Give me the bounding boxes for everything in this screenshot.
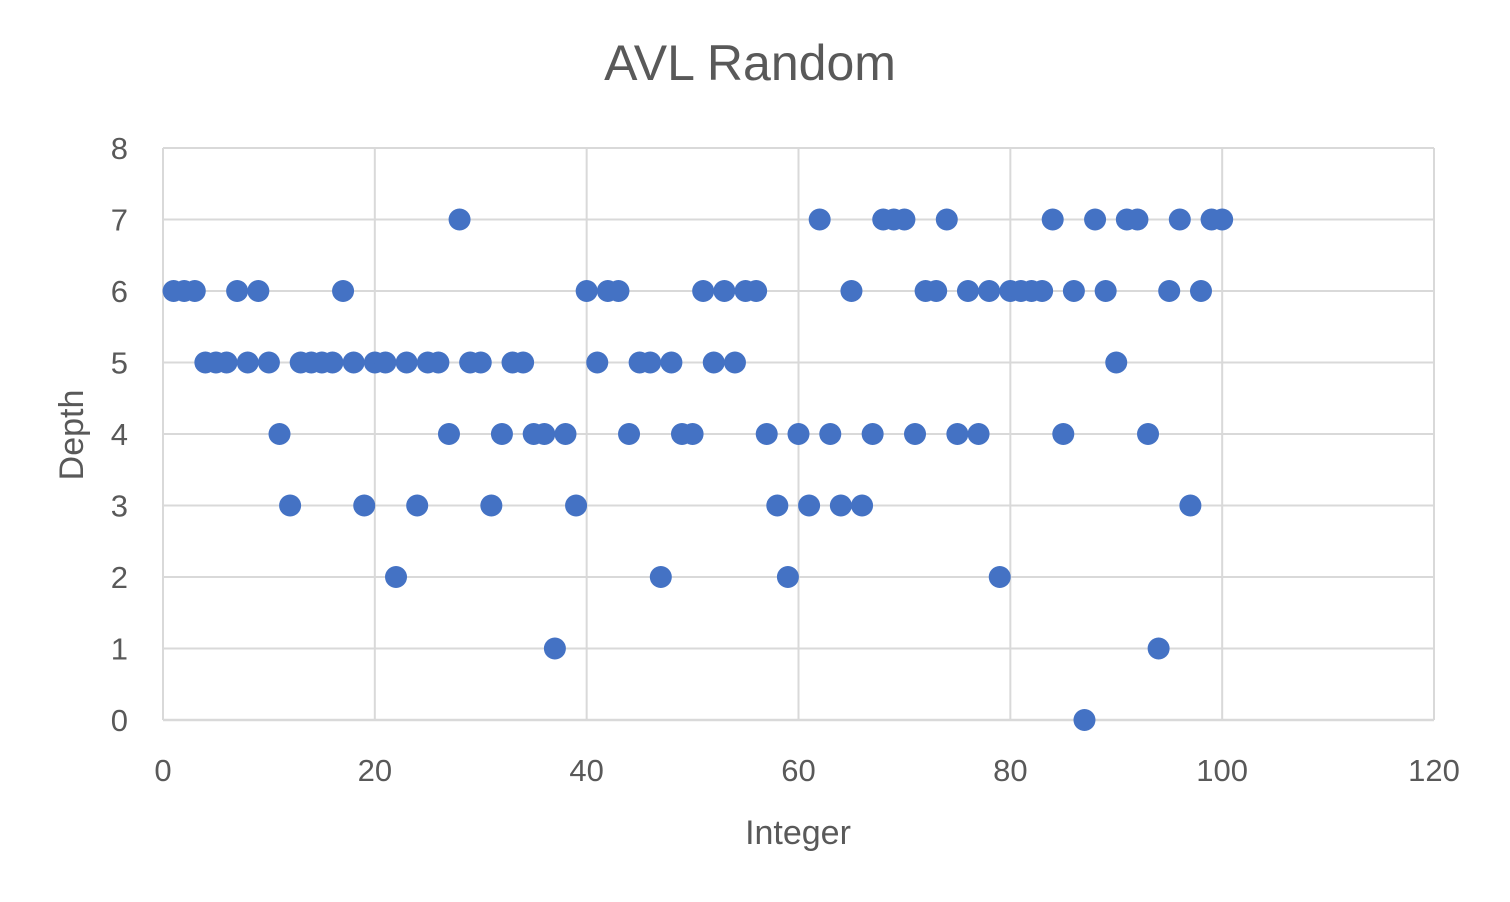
data-point (342, 351, 365, 374)
data-point (247, 280, 270, 302)
x-tick-label: 40 (569, 753, 603, 788)
data-point (1126, 208, 1149, 231)
data-point (713, 280, 736, 302)
data-point (321, 351, 344, 374)
data-point (586, 351, 609, 374)
y-tick-label: 8 (111, 131, 128, 166)
data-point (533, 423, 556, 445)
data-point (543, 637, 566, 660)
x-axis-ticks: 0 20 40 60 80 100 120 (154, 753, 1459, 788)
data-point (798, 494, 821, 517)
data-point (1084, 208, 1107, 231)
data-point (512, 351, 535, 374)
data-point (745, 280, 768, 302)
data-point (353, 494, 376, 517)
x-tick-label: 120 (1408, 753, 1460, 788)
data-point (374, 351, 397, 374)
data-point (257, 351, 280, 374)
data-point (1062, 280, 1085, 302)
data-point (808, 208, 831, 231)
y-tick-label: 6 (111, 274, 128, 309)
y-tick-label: 5 (111, 346, 128, 381)
chart-title: AVL Random (604, 35, 896, 91)
data-point (554, 423, 577, 445)
data-point (988, 566, 1011, 588)
data-point (681, 423, 704, 445)
data-point (1147, 637, 1170, 660)
y-tick-label: 1 (111, 632, 128, 667)
data-point (1094, 280, 1117, 302)
data-point (766, 494, 789, 517)
data-point (1137, 423, 1160, 445)
y-tick-label: 0 (111, 703, 128, 738)
data-point (893, 208, 916, 231)
data-point (490, 423, 513, 445)
data-point (776, 566, 799, 588)
data-point (480, 494, 503, 517)
data-point (427, 351, 450, 374)
data-point (840, 280, 863, 302)
data-point (1031, 280, 1054, 302)
data-point (946, 423, 969, 445)
data-point (1073, 709, 1096, 731)
data-point (649, 566, 672, 588)
data-point (639, 351, 662, 374)
data-point (215, 351, 238, 374)
data-point (448, 208, 471, 231)
y-tick-label: 4 (111, 417, 128, 452)
data-point (702, 351, 725, 374)
data-points (162, 208, 1234, 731)
data-point (236, 351, 259, 374)
data-point (183, 280, 206, 302)
x-tick-label: 100 (1196, 753, 1248, 788)
data-point (1189, 280, 1212, 302)
data-point (692, 280, 715, 302)
y-axis-ticks: 0 1 2 3 4 5 6 7 8 (111, 131, 128, 738)
data-point (279, 494, 302, 517)
data-point (660, 351, 683, 374)
data-point (1041, 208, 1064, 231)
data-point (1168, 208, 1191, 231)
data-point (967, 423, 990, 445)
data-point (787, 423, 810, 445)
data-point (395, 351, 418, 374)
x-tick-label: 0 (154, 753, 171, 788)
data-point (575, 280, 598, 302)
x-tick-label: 60 (781, 753, 815, 788)
data-point (618, 423, 641, 445)
data-point (406, 494, 429, 517)
data-point (1211, 208, 1234, 231)
x-tick-label: 20 (358, 753, 392, 788)
data-point (861, 423, 884, 445)
data-point (956, 280, 979, 302)
x-axis-label: Integer (745, 814, 851, 852)
data-point (851, 494, 874, 517)
data-point (829, 494, 852, 517)
data-point (268, 423, 291, 445)
data-point (385, 566, 408, 588)
data-point (935, 208, 958, 231)
data-point (925, 280, 948, 302)
data-point (1158, 280, 1181, 302)
data-point (469, 351, 492, 374)
data-point (1105, 351, 1128, 374)
y-axis-label: Depth (53, 390, 91, 481)
data-point (1179, 494, 1202, 517)
data-point (1052, 423, 1075, 445)
y-tick-label: 7 (111, 203, 128, 238)
data-point (755, 423, 778, 445)
data-point (607, 280, 630, 302)
data-point (332, 280, 355, 302)
data-point (565, 494, 588, 517)
data-point (904, 423, 927, 445)
data-point (437, 423, 460, 445)
data-point (723, 351, 746, 374)
data-point (978, 280, 1001, 302)
y-tick-label: 3 (111, 489, 128, 524)
x-tick-label: 80 (993, 753, 1027, 788)
y-tick-label: 2 (111, 560, 128, 595)
data-point (226, 280, 249, 302)
data-point (819, 423, 842, 445)
